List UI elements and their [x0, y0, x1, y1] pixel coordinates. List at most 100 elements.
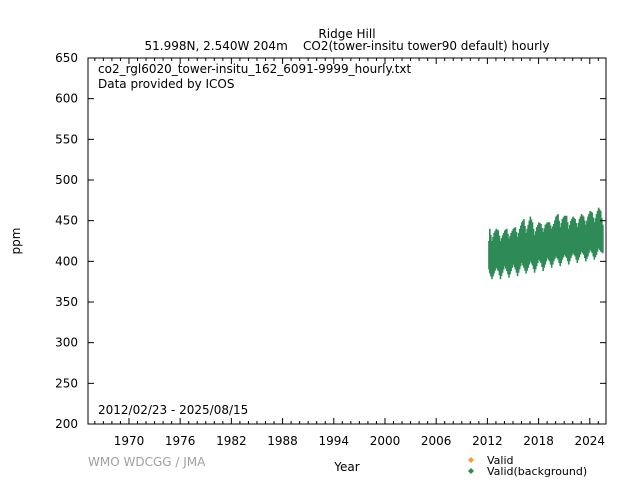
x-tick-label: 1982	[216, 434, 247, 448]
data-point-column	[562, 217, 565, 258]
data-point-column	[501, 235, 504, 273]
data-point-column	[564, 215, 567, 257]
data-point-column	[583, 220, 586, 259]
x-tick-label: 1970	[114, 434, 145, 448]
data-point-column	[521, 222, 523, 263]
data-point-column	[507, 233, 509, 275]
data-point-column	[499, 241, 502, 280]
data-point-column	[540, 223, 542, 263]
data-point-column	[505, 229, 507, 269]
legend-label-valid-background: Valid(background)	[487, 465, 587, 478]
data-point-column	[516, 236, 519, 276]
data-point-column	[535, 227, 538, 267]
data-point-column	[514, 227, 517, 270]
data-point-column	[530, 219, 533, 264]
data-point-column	[556, 215, 558, 259]
y-tick-label: 200	[55, 417, 78, 431]
data-point-column	[574, 219, 576, 257]
watermark: WMO WDCGG / JMA	[88, 455, 206, 469]
y-tick-label: 600	[55, 92, 78, 106]
data-point-column	[567, 228, 570, 265]
data-point-column	[591, 212, 594, 254]
legend-marker-valid	[468, 457, 474, 463]
data-point-column	[582, 216, 585, 255]
data-point-column	[523, 219, 525, 268]
data-point-column	[550, 228, 553, 268]
data-point-column	[595, 214, 598, 255]
data-point-column	[539, 223, 541, 262]
x-tick-label: 1994	[318, 434, 349, 448]
y-tick-label: 300	[55, 336, 78, 350]
data-point-column	[515, 232, 518, 273]
data-point-column	[529, 216, 532, 262]
data-point-column	[599, 210, 602, 252]
data-point-column	[503, 230, 506, 267]
data-point-column	[575, 223, 578, 260]
data-point-column	[519, 225, 522, 267]
data-point-column	[531, 222, 534, 266]
data-point-column	[511, 230, 514, 268]
data-point-column	[543, 228, 546, 268]
data-point-column	[576, 227, 579, 263]
data-point-column	[555, 216, 557, 257]
data-point-column	[522, 220, 524, 266]
data-point-column	[525, 232, 527, 274]
data-point-column	[532, 228, 535, 270]
y-tick-label: 250	[55, 376, 78, 390]
data-point-column	[549, 225, 552, 265]
x-tick-label: 2012	[472, 434, 503, 448]
data-point-column	[579, 216, 582, 255]
data-point-column	[547, 222, 550, 260]
data-point-column	[544, 224, 547, 265]
data-point-column	[559, 227, 562, 267]
legend-marker-valid-background	[468, 468, 474, 474]
data-point-column	[554, 220, 556, 259]
legend: Valid Valid(background)	[468, 454, 587, 478]
data-point-column	[546, 222, 549, 259]
data-point-column	[566, 222, 569, 262]
data-point-column	[533, 235, 536, 273]
x-tick-label: 2018	[523, 434, 554, 448]
data-point-column	[572, 216, 574, 254]
y-tick-label: 500	[55, 173, 78, 187]
data-point-column	[560, 223, 563, 263]
legend-label-valid: Valid	[487, 454, 514, 467]
y-tick-label: 350	[55, 295, 78, 309]
data-point-column	[602, 224, 604, 254]
data-point-column	[541, 227, 543, 268]
axes: 200 250 300 350 400 450 500 550 600 650 1970 1976 19…	[55, 51, 606, 448]
data-point-column	[586, 220, 588, 259]
data-point-column	[561, 219, 564, 260]
data-point-column	[537, 224, 539, 263]
data-point-column	[509, 235, 511, 275]
y-tick-label: 650	[55, 51, 78, 65]
data-point-column	[594, 218, 597, 258]
y-tick-label: 450	[55, 214, 78, 228]
data-point-column	[565, 215, 568, 259]
data-point-column	[538, 222, 540, 260]
data-point-column	[492, 236, 494, 277]
data-point-column	[545, 223, 548, 262]
y-tick-label: 400	[55, 254, 78, 268]
data-point-column	[588, 213, 590, 254]
data-point-column	[601, 217, 603, 253]
data-point-column	[496, 229, 499, 270]
data-point-column	[573, 217, 575, 255]
data-point-column	[510, 232, 512, 272]
data-point-column	[589, 210, 591, 250]
data-point-column	[597, 207, 600, 249]
data-point-column	[548, 222, 551, 262]
data-point-column	[513, 227, 516, 268]
data-point-column	[558, 220, 560, 263]
data-point-column	[508, 238, 510, 278]
data-point-column	[580, 214, 583, 252]
data-point-column	[593, 222, 596, 260]
data-point-column	[542, 232, 544, 272]
data-point-column	[488, 241, 490, 270]
data-point-column	[518, 228, 521, 270]
data-point-column	[502, 232, 505, 270]
data-point-column	[491, 241, 493, 280]
data-point-column	[490, 234, 492, 277]
y-axis-label: ppm	[9, 228, 23, 255]
